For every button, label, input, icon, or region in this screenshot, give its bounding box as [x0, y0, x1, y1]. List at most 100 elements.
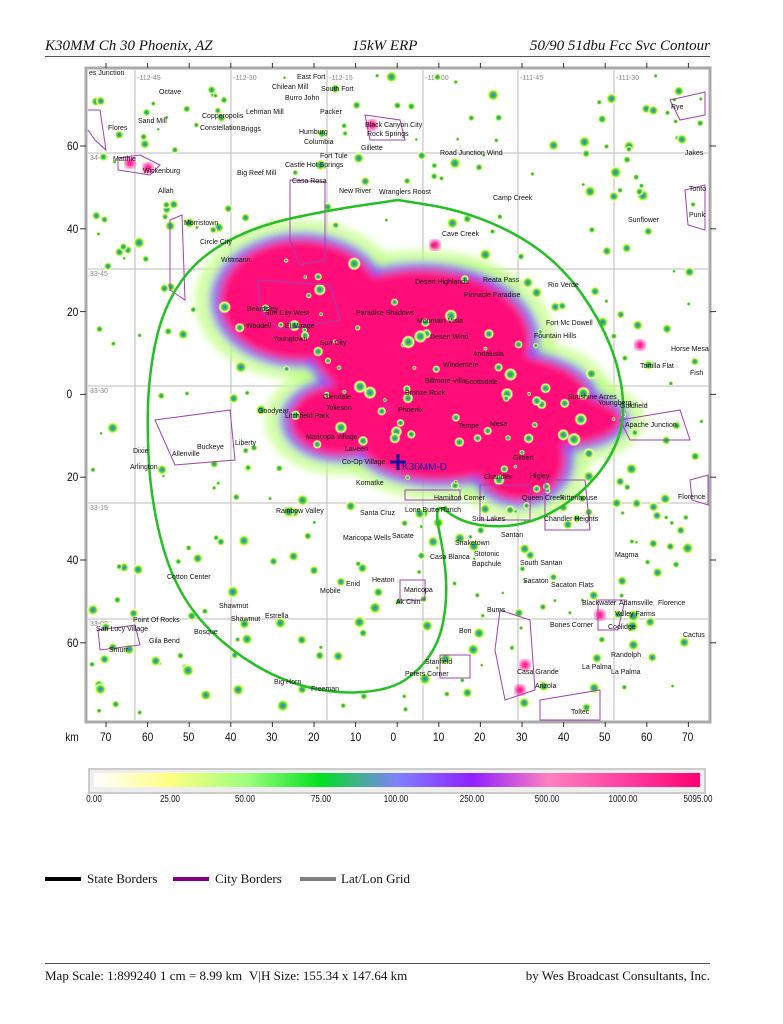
place-label: Sacaton Flats — [551, 582, 594, 589]
colorbar — [88, 768, 706, 794]
place-label: Tempe — [458, 423, 479, 430]
coverage-spot — [209, 458, 220, 469]
lon-label: -112-15 — [329, 75, 353, 82]
colorbar-gradient — [94, 773, 700, 787]
coverage-spot — [577, 135, 592, 149]
coverage-spot — [402, 384, 411, 393]
coverage-spot — [136, 709, 143, 716]
coverage-spot — [444, 309, 458, 323]
place-label: Randolph — [611, 652, 641, 659]
axis-ticks — [80, 63, 716, 727]
coverage-spot — [277, 321, 284, 328]
coverage-spot — [273, 616, 287, 630]
place-label: Gilbert — [513, 455, 534, 462]
coverage-spot — [283, 258, 289, 263]
coverage-spot — [631, 497, 643, 509]
contour-title: 50/90 51dbu Fcc Svc Contour — [530, 38, 710, 54]
coverage-spot — [401, 335, 416, 349]
coverage-spot — [690, 356, 700, 367]
coverage-spot — [93, 682, 107, 696]
colorbar-label: 50.00 — [234, 794, 256, 805]
place-label: Castle Hot Springs — [285, 162, 344, 169]
place-label: Blackwater — [582, 600, 617, 607]
coverage-spot — [689, 201, 697, 208]
coverage-spot — [357, 435, 369, 447]
coverage-spot — [518, 625, 524, 631]
place-label: Allenville — [172, 451, 200, 458]
coverage-spot — [244, 463, 252, 472]
coverage-hotspot — [595, 610, 605, 620]
coverage-spot — [608, 165, 623, 180]
place-label: Sun Lakes — [472, 516, 506, 523]
colorbar-label: 500.00 — [534, 794, 560, 805]
coverage-spot — [581, 149, 591, 159]
legend-swatch — [45, 877, 81, 881]
place-label: Jakes — [685, 150, 704, 157]
place-label: Fountain Hills — [534, 333, 577, 340]
x-axis-km-label: 0 — [390, 730, 397, 744]
coverage-spot — [438, 175, 445, 182]
coverage-spot — [98, 152, 109, 162]
coverage-spot — [496, 213, 504, 221]
x-axis-km-label: 30 — [516, 730, 528, 744]
coverage-spot — [291, 169, 299, 177]
coverage-spot — [517, 696, 531, 710]
place-label: East Fort — [297, 74, 325, 81]
coverage-spot — [232, 492, 241, 502]
coverage-spot — [417, 671, 432, 686]
place-label: Columbia — [304, 139, 334, 146]
coverage-spot — [334, 421, 348, 434]
coverage-spot — [290, 410, 301, 421]
coverage-spot — [537, 680, 550, 693]
place-label: Smurr — [109, 647, 129, 654]
coverage-spot — [480, 612, 486, 619]
place-label: Waddell — [246, 323, 271, 330]
coverage-spot — [665, 541, 676, 552]
coverage-spot — [342, 389, 347, 394]
place-label: Tortilla Flat — [640, 363, 674, 370]
place-label: Stanfield — [425, 659, 452, 666]
coverage-hotspot — [300, 315, 310, 325]
place-label: Laveen — [345, 446, 368, 453]
coverage-spot — [377, 406, 387, 416]
city-border — [619, 409, 691, 441]
coverage-spot — [608, 190, 620, 203]
place-label: Estrella — [265, 613, 288, 620]
place-label: Santan — [501, 532, 523, 539]
coverage-spot — [223, 203, 234, 214]
coverage-spot — [416, 150, 427, 161]
header-rule — [45, 56, 710, 57]
coverage-spot — [523, 433, 534, 444]
city-border — [154, 409, 236, 466]
place-label: Bronze Rock — [405, 390, 446, 397]
coverage-spot — [318, 644, 324, 650]
coverage-spot — [483, 346, 488, 351]
coverage-spot — [664, 109, 671, 117]
coverage-spot — [483, 426, 493, 436]
coverage-spot — [351, 100, 362, 111]
coverage-spot — [673, 85, 685, 97]
coverage-spot — [103, 261, 113, 271]
coverage-spot — [267, 496, 273, 501]
place-label: Circle City — [200, 239, 232, 246]
coverage-spot — [344, 500, 357, 513]
place-label: La Palma — [611, 669, 641, 676]
coverage-spot — [231, 683, 245, 697]
coverage-spot — [142, 107, 152, 118]
place-label: Windemere — [443, 362, 479, 369]
place-label: Arlington — [130, 464, 158, 471]
coverage-spot — [100, 215, 109, 224]
coverage-spot — [384, 70, 398, 84]
coverage-spot — [281, 504, 296, 519]
city-border — [439, 654, 471, 679]
coverage-spot — [174, 558, 182, 566]
place-label: Octave — [159, 89, 181, 96]
place-label: Chilean Mill — [272, 84, 309, 91]
city-border — [689, 474, 709, 506]
coverage-spot — [159, 283, 170, 294]
coverage-spot — [587, 681, 601, 695]
city-border — [669, 91, 706, 121]
coverage-spot — [393, 101, 402, 110]
place-label: Beardsley — [247, 306, 279, 313]
coverage-spot — [581, 702, 592, 713]
